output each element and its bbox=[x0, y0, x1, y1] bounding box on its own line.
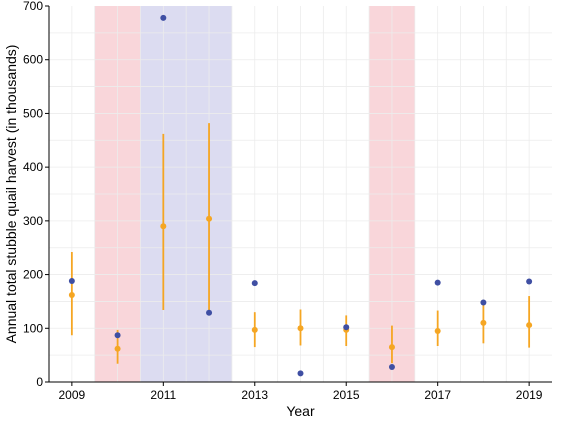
x-tick-label: 2019 bbox=[516, 388, 543, 402]
observed-point-2019 bbox=[526, 278, 533, 285]
x-tick-label: 2015 bbox=[333, 388, 360, 402]
x-tick-label: 2013 bbox=[241, 388, 268, 402]
y-tick-label: 600 bbox=[23, 53, 43, 67]
x-tick-label: 2009 bbox=[59, 388, 86, 402]
observed-point-2010 bbox=[114, 332, 121, 339]
estimate-point-2009 bbox=[68, 291, 75, 298]
y-tick-label: 400 bbox=[23, 160, 43, 174]
observed-point-2014 bbox=[297, 370, 304, 377]
axes: 0 100 200 300 400 500 600 700 2009 2011 2013 2015 20… bbox=[23, 0, 552, 402]
x-tick-label: 2011 bbox=[150, 388, 176, 402]
y-tick-label: 0 bbox=[36, 375, 43, 389]
y-tick-label: 100 bbox=[23, 321, 43, 335]
y-tick-label: 700 bbox=[23, 0, 43, 13]
estimate-point-2013 bbox=[251, 326, 258, 333]
estimate-point-2010 bbox=[114, 345, 121, 352]
estimate-point-2011 bbox=[160, 223, 167, 230]
observed-point-2016 bbox=[388, 363, 395, 370]
data-marks bbox=[68, 14, 533, 377]
observed-point-2011 bbox=[160, 14, 167, 21]
estimate-point-2019 bbox=[526, 322, 533, 329]
observed-point-2012 bbox=[206, 309, 213, 316]
x-axis-title: Year bbox=[286, 403, 315, 419]
observed-point-2013 bbox=[251, 280, 258, 287]
y-tick-label: 300 bbox=[23, 214, 43, 228]
estimate-point-2016 bbox=[388, 344, 395, 351]
y-tick-label: 200 bbox=[23, 268, 43, 282]
estimate-point-2018 bbox=[480, 319, 487, 326]
estimate-point-2014 bbox=[297, 325, 304, 332]
observed-point-2015 bbox=[343, 324, 350, 331]
observed-point-2017 bbox=[434, 279, 441, 286]
y-tick-label: 500 bbox=[23, 106, 43, 120]
y-axis-title: Annual total stubble quail harvest (in t… bbox=[3, 45, 19, 344]
estimate-point-2017 bbox=[434, 327, 441, 334]
observed-point-2009 bbox=[68, 278, 75, 285]
estimate-point-2012 bbox=[206, 215, 213, 222]
x-tick-label: 2017 bbox=[424, 388, 451, 402]
observed-point-2018 bbox=[480, 299, 487, 306]
